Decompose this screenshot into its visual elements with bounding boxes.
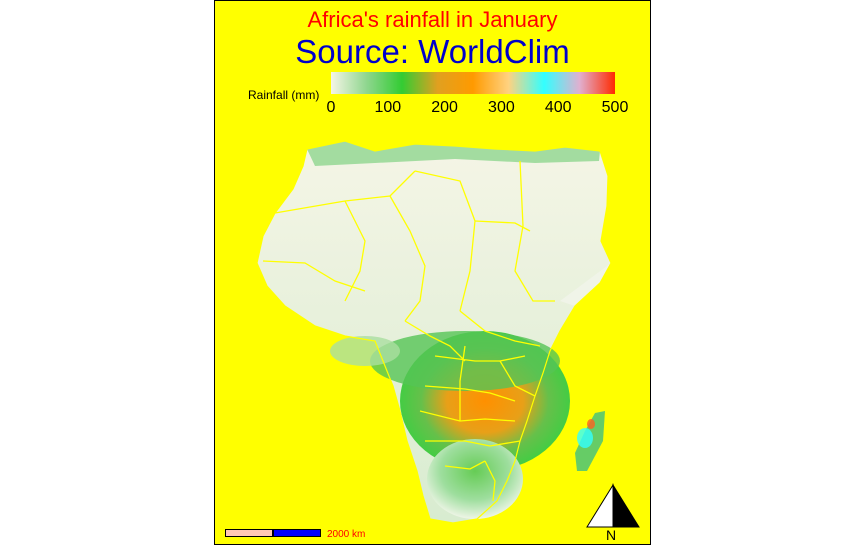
map-subtitle: Source: WorldClim (295, 33, 570, 70)
north-arrow-icon (586, 483, 640, 528)
horn-of-africa (560, 263, 611, 306)
madagascar-wet (577, 428, 593, 448)
legend-tick-label: 300 (488, 99, 515, 116)
africa-map (256, 140, 612, 524)
legend-tick-label: 200 (431, 99, 458, 116)
legend-tick-label: 500 (601, 99, 629, 116)
scale-bar-segment (273, 529, 321, 537)
legend-tick-label: 0 (326, 99, 336, 116)
scale-bar-segment (225, 529, 273, 537)
north-coast-band (307, 141, 600, 166)
legend-color-bar (331, 72, 615, 94)
scale-bar-label: 2000 km (327, 529, 366, 540)
legend-title: Rainfall (mm) (248, 88, 320, 102)
southern-africa (427, 439, 523, 519)
legend-tick-label: 100 (374, 99, 402, 116)
west-coast-green (330, 336, 400, 366)
country-borders (262, 160, 555, 502)
scale-bar (225, 529, 321, 537)
legend-tick-label: 400 (544, 99, 572, 116)
coastline (256, 140, 612, 524)
map-title: Africa's rainfall in January (307, 7, 558, 32)
madagascar-peak (587, 419, 595, 429)
north-arrow-label: N (606, 527, 617, 543)
map-panel: Africa's rainfall in January Source: Wor… (214, 0, 651, 545)
